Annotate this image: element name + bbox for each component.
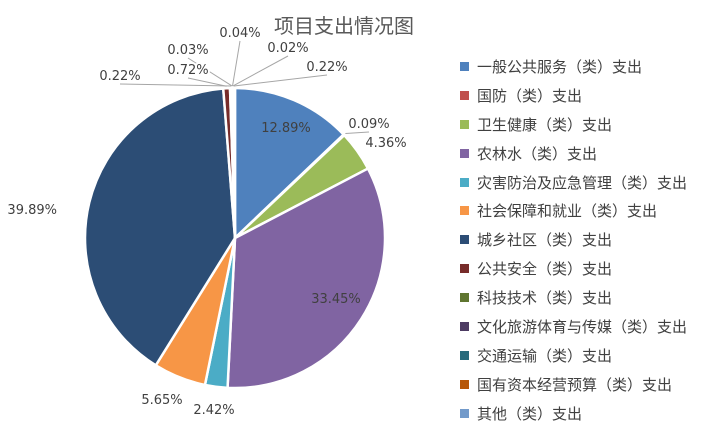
data-label: 0.22% bbox=[306, 60, 347, 75]
data-label: 5.65% bbox=[141, 393, 182, 408]
legend-label: 城乡社区（类）支出 bbox=[477, 231, 613, 250]
legend-label: 交通运输（类）支出 bbox=[477, 346, 613, 365]
legend-item: 文化旅游体育与传媒（类）支出 bbox=[460, 312, 722, 341]
legend-label: 公共安全（类）支出 bbox=[477, 260, 613, 279]
data-label: 39.89% bbox=[7, 203, 57, 218]
legend-item: 社会保障和就业（类）支出 bbox=[460, 196, 722, 225]
legend-swatch bbox=[460, 177, 469, 187]
data-label: 12.89% bbox=[261, 121, 311, 136]
pie-slice bbox=[231, 86, 237, 239]
data-label: 0.03% bbox=[167, 43, 208, 58]
legend-label: 卫生健康（类）支出 bbox=[477, 115, 613, 134]
data-label: 0.22% bbox=[99, 69, 140, 84]
legend-label: 社会保障和就业（类）支出 bbox=[477, 202, 658, 221]
legend-swatch bbox=[460, 235, 469, 245]
legend-swatch bbox=[460, 61, 469, 71]
legend-item: 灾害防治及应急管理（类）支出 bbox=[460, 168, 722, 197]
leader-lines bbox=[119, 40, 370, 134]
leader-line bbox=[345, 131, 370, 134]
legend-label: 一般公共服务（类）支出 bbox=[477, 57, 643, 76]
legend-swatch bbox=[460, 350, 469, 360]
legend-item: 农林水（类）支出 bbox=[460, 139, 722, 168]
legend-swatch bbox=[460, 264, 469, 274]
legend-swatch bbox=[460, 206, 469, 216]
legend-swatch bbox=[460, 408, 469, 418]
legend-item: 一般公共服务（类）支出 bbox=[460, 52, 722, 81]
data-labels: 12.89% 0.09% 4.36% 33.45% 2.42% 5.65% 39.89% 0.… bbox=[7, 24, 406, 418]
legend-swatch bbox=[460, 293, 469, 303]
legend: 一般公共服务（类）支出 国防（类）支出卫生健康（类）支出 农林水（类）支出灾害防治及… bbox=[460, 52, 722, 428]
legend-swatch bbox=[460, 119, 469, 129]
data-label: 2.42% bbox=[193, 403, 234, 418]
legend-swatch bbox=[460, 90, 469, 100]
legend-item: 国有资本经营预算（类）支出 bbox=[460, 370, 722, 399]
leader-line bbox=[187, 57, 233, 87]
chart-title: 项目支出情况图 bbox=[274, 14, 414, 38]
legend-item: 交通运输（类）支出 bbox=[460, 341, 722, 370]
legend-label: 其他（类）支出 bbox=[477, 404, 583, 423]
leader-line bbox=[232, 55, 289, 87]
leader-line bbox=[187, 77, 227, 87]
legend-label: 国有资本经营预算（类）支出 bbox=[477, 375, 673, 394]
leader-line bbox=[232, 40, 241, 87]
pie-slice bbox=[226, 166, 387, 390]
legend-label: 灾害防治及应急管理（类）支出 bbox=[477, 173, 688, 192]
legend-item: 城乡社区（类）支出 bbox=[460, 225, 722, 254]
legend-item: 科技技术（类）支出 bbox=[460, 283, 722, 312]
legend-item: 其他（类）支出 bbox=[460, 399, 722, 428]
data-label: 0.04% bbox=[219, 26, 260, 41]
legend-label: 国防（类）支出 bbox=[477, 86, 583, 105]
legend-swatch bbox=[460, 321, 469, 331]
leader-line bbox=[119, 83, 231, 87]
legend-label: 农林水（类）支出 bbox=[477, 144, 598, 163]
legend-label: 文化旅游体育与传媒（类）支出 bbox=[477, 317, 688, 336]
data-label: 4.36% bbox=[365, 136, 406, 151]
legend-item: 公共安全（类）支出 bbox=[460, 254, 722, 283]
data-label: 0.09% bbox=[348, 117, 389, 132]
legend-swatch bbox=[460, 148, 469, 158]
pie-slice bbox=[233, 86, 346, 241]
legend-item: 卫生健康（类）支出 bbox=[460, 110, 722, 139]
pie-slices bbox=[83, 86, 387, 390]
legend-swatch bbox=[460, 379, 469, 389]
data-label: 33.45% bbox=[311, 292, 361, 307]
data-label: 0.72% bbox=[167, 63, 208, 78]
legend-item: 国防（类）支出 bbox=[460, 81, 722, 110]
pie-slice bbox=[83, 87, 237, 368]
data-label: 0.02% bbox=[267, 41, 308, 56]
legend-label: 科技技术（类）支出 bbox=[477, 289, 613, 308]
leader-line bbox=[233, 74, 328, 87]
